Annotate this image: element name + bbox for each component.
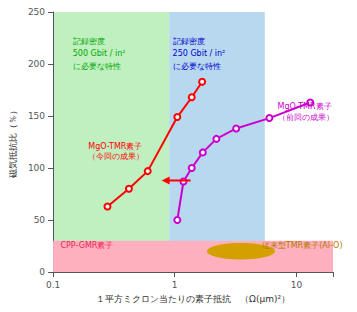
svg-text:250: 250 bbox=[28, 7, 45, 17]
svg-text:磁気抵抗比（％）: 磁気抵抗比（％） bbox=[8, 106, 18, 179]
svg-text:50: 50 bbox=[34, 215, 46, 225]
svg-text:MgO-TMR素子: MgO-TMR素子 bbox=[278, 102, 332, 111]
svg-text:0.1: 0.1 bbox=[46, 280, 60, 290]
svg-text:0: 0 bbox=[39, 267, 45, 277]
svg-text:CPP-GMR素子: CPP-GMR素子 bbox=[60, 241, 113, 250]
svg-text:記録密度: 記録密度 bbox=[173, 37, 205, 46]
svg-text:従来型TMR素子(Al-O): 従来型TMR素子(Al-O) bbox=[262, 241, 343, 250]
svg-text:500 Gbit / in²: 500 Gbit / in² bbox=[73, 49, 126, 58]
svg-text:に必要な特性: に必要な特性 bbox=[173, 62, 221, 71]
svg-text:記録密度: 記録密度 bbox=[73, 37, 105, 46]
svg-text:（今回の成果）: （今回の成果） bbox=[88, 152, 144, 161]
svg-text:200: 200 bbox=[28, 59, 45, 69]
svg-text:250 Gbit / in²: 250 Gbit / in² bbox=[173, 49, 226, 58]
svg-text:（前回の成果）: （前回の成果） bbox=[278, 113, 334, 122]
svg-text:1: 1 bbox=[172, 280, 178, 290]
svg-text:10: 10 bbox=[291, 280, 303, 290]
svg-text:100: 100 bbox=[28, 163, 45, 173]
svg-text:MgO-TMR素子: MgO-TMR素子 bbox=[88, 142, 142, 151]
svg-text:150: 150 bbox=[28, 111, 45, 121]
svg-text:に必要な特性: に必要な特性 bbox=[73, 62, 121, 71]
svg-text:１平方ミクロン当たりの素子抵抗 （Ω(μm)²）: １平方ミクロン当たりの素子抵抗 （Ω(μm)²） bbox=[96, 294, 290, 304]
